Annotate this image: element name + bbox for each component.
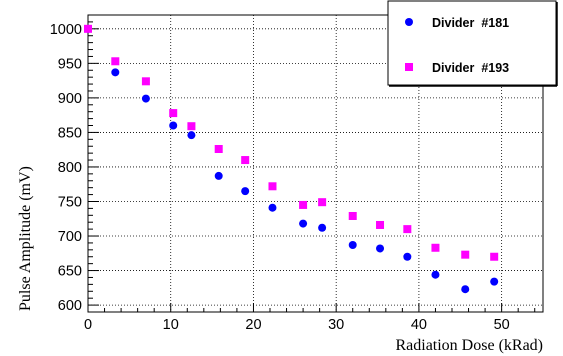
x-tick-label: 40 — [411, 317, 427, 333]
data-point-divider-193 — [111, 57, 120, 66]
data-point-divider-181 — [111, 68, 120, 77]
x-tick-label: 10 — [163, 317, 179, 333]
y-axis-title: Pulse Amplitude (mV) — [17, 166, 34, 311]
data-point-divider-193 — [461, 250, 470, 259]
y-tick-label: 950 — [58, 56, 82, 72]
data-point-divider-181 — [141, 94, 150, 103]
data-point-divider-193 — [490, 252, 499, 261]
data-points — [84, 24, 499, 294]
data-point-divider-181 — [431, 270, 440, 279]
y-tick-label: 650 — [58, 264, 82, 280]
legend-label-divider-193: Divider #193 — [432, 61, 509, 75]
data-point-divider-181 — [461, 285, 470, 294]
data-point-divider-193 — [299, 200, 308, 209]
data-point-divider-181 — [376, 244, 385, 253]
y-tick-label: 850 — [58, 125, 82, 141]
y-tick-label: 750 — [58, 194, 82, 210]
x-tick-label: 50 — [494, 317, 510, 333]
data-point-divider-181 — [214, 171, 223, 180]
data-point-divider-193 — [376, 220, 385, 229]
data-point-divider-193 — [318, 198, 327, 207]
data-point-divider-181 — [318, 223, 327, 232]
y-tick-label: 900 — [58, 91, 82, 107]
x-axis-title: Radiation Dose (kRad) — [395, 337, 543, 354]
x-tick-label: 30 — [328, 317, 344, 333]
data-point-divider-193 — [169, 109, 178, 118]
data-point-divider-193 — [348, 211, 357, 220]
data-point-divider-181 — [169, 121, 178, 130]
x-tick-label: 20 — [245, 317, 261, 333]
data-point-divider-193 — [84, 24, 92, 33]
legend: Divider #181 Divider #193 — [387, 0, 558, 87]
y-tick-label: 800 — [58, 160, 82, 176]
data-point-divider-193 — [403, 225, 412, 234]
data-point-divider-181 — [299, 219, 308, 228]
legend-marker-divider-193 — [405, 63, 413, 71]
data-point-divider-181 — [490, 277, 499, 286]
data-point-divider-193 — [241, 156, 250, 165]
x-tick-label: 0 — [84, 317, 92, 333]
plot-frame — [87, 14, 544, 313]
data-point-divider-181 — [268, 203, 277, 212]
data-point-divider-193 — [214, 144, 223, 153]
legend-box — [387, 0, 557, 86]
axis-ticks — [87, 14, 536, 313]
data-point-divider-181 — [403, 252, 412, 261]
legend-label-divider-181: Divider #181 — [432, 16, 509, 30]
data-point-divider-193 — [141, 77, 150, 86]
data-point-divider-193 — [187, 122, 196, 131]
data-point-divider-193 — [431, 243, 440, 252]
data-point-divider-193 — [268, 182, 277, 191]
legend-marker-divider-181 — [405, 18, 413, 26]
y-tick-label: 600 — [58, 298, 82, 314]
y-tick-labels: 600 650 700 750 800 850 900 950 1000 — [50, 22, 82, 314]
x-tick-labels: 0 10 20 30 40 50 — [84, 317, 510, 333]
y-tick-label: 700 — [58, 229, 82, 245]
data-point-divider-181 — [187, 131, 196, 140]
y-tick-label: 1000 — [50, 22, 82, 38]
data-point-divider-181 — [241, 187, 250, 196]
grid — [88, 15, 543, 312]
data-point-divider-181 — [348, 241, 357, 250]
